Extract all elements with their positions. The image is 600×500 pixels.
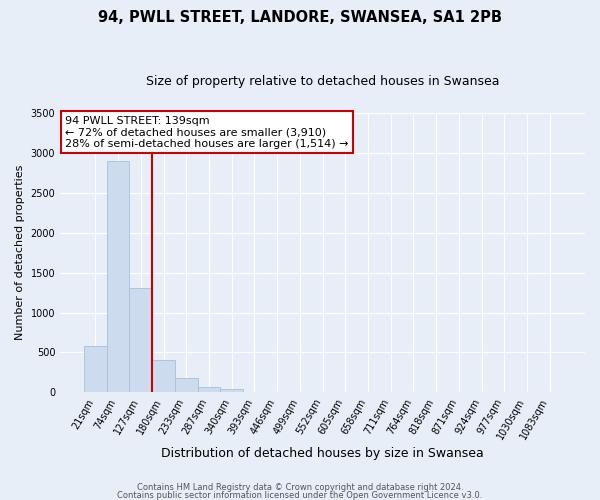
Bar: [197, 387, 220, 392]
Text: 94, PWLL STREET, LANDORE, SWANSEA, SA1 2PB: 94, PWLL STREET, LANDORE, SWANSEA, SA1 2…: [98, 10, 502, 25]
Bar: [107, 160, 130, 392]
Bar: [220, 389, 243, 392]
Bar: [84, 346, 107, 393]
Bar: [130, 288, 152, 393]
Text: Contains public sector information licensed under the Open Government Licence v3: Contains public sector information licen…: [118, 490, 482, 500]
Text: Contains HM Land Registry data © Crown copyright and database right 2024.: Contains HM Land Registry data © Crown c…: [137, 484, 463, 492]
Title: Size of property relative to detached houses in Swansea: Size of property relative to detached ho…: [146, 75, 499, 88]
X-axis label: Distribution of detached houses by size in Swansea: Distribution of detached houses by size …: [161, 447, 484, 460]
Bar: [152, 360, 175, 392]
Bar: [175, 378, 197, 392]
Text: 94 PWLL STREET: 139sqm
← 72% of detached houses are smaller (3,910)
28% of semi-: 94 PWLL STREET: 139sqm ← 72% of detached…: [65, 116, 349, 149]
Y-axis label: Number of detached properties: Number of detached properties: [15, 165, 25, 340]
